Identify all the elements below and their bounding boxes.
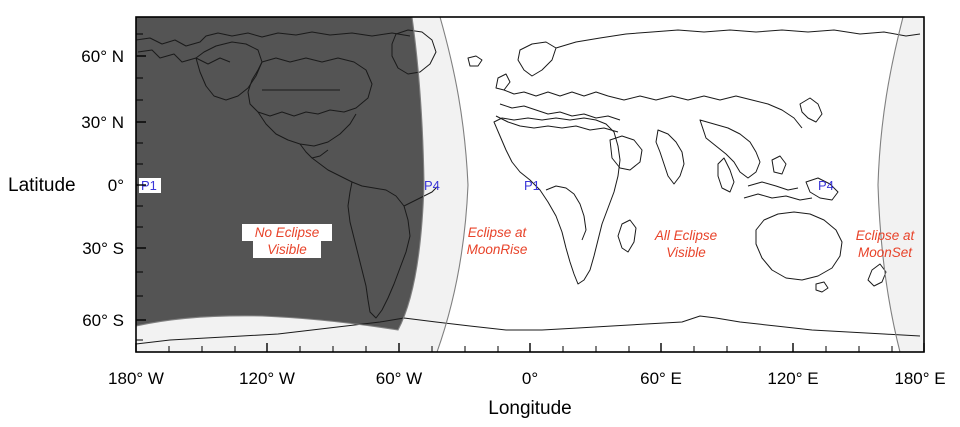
coastline-iceland bbox=[467, 55, 483, 67]
region-label-no-eclipse-line2: Visible bbox=[267, 242, 307, 257]
all-eclipse-visible-lens bbox=[437, 17, 903, 352]
coastline-brazil-ne bbox=[403, 185, 439, 207]
coastline-indochina bbox=[717, 157, 735, 193]
contact-labels-layer: P1 P4 P1 P4 bbox=[139, 178, 834, 193]
region-label-all-visible-line1: All Eclipse bbox=[654, 228, 717, 243]
coastline-philippines bbox=[771, 155, 787, 175]
y-axis-major-ticks bbox=[136, 55, 146, 321]
y-tick-label-1: 30° N bbox=[81, 113, 124, 132]
region-label-moonset-line1: Eclipse at bbox=[856, 228, 916, 243]
coastline-mediterranean-south bbox=[495, 115, 619, 133]
no-eclipse-label-box-2 bbox=[253, 241, 321, 258]
y-axis: 60° N 30° N 0° 30° S 60° S Latitude bbox=[8, 33, 146, 341]
y-axis-title: Latitude bbox=[8, 175, 76, 196]
x-axis: 180° W 120° W 60° W 0° 60° E 120° E 180°… bbox=[108, 343, 946, 419]
coastline-indonesia-south bbox=[743, 193, 813, 201]
coastline-japan bbox=[799, 97, 823, 123]
coastline-alaska bbox=[195, 41, 263, 101]
coastline-new-zealand bbox=[867, 263, 887, 287]
contact-label-p1-west: P1 bbox=[141, 178, 157, 193]
contact-label-p4-east: P4 bbox=[818, 178, 834, 193]
x-tick-label-2: 60° W bbox=[376, 369, 422, 388]
curve-p4-east bbox=[877, 17, 904, 352]
coastline-india bbox=[655, 129, 685, 185]
curve-p1-west bbox=[436, 17, 469, 352]
coastlines-layer bbox=[136, 29, 921, 345]
region-labels-layer: No Eclipse Visible Eclipse at MoonRise A… bbox=[242, 224, 916, 260]
coastline-tasmania bbox=[815, 281, 829, 293]
coastline-mediterranean-north bbox=[499, 103, 621, 121]
coastline-aleutians bbox=[137, 49, 231, 65]
x-tick-label-5: 120° E bbox=[767, 369, 818, 388]
x-axis-major-ticks bbox=[135, 343, 925, 352]
x-axis-minor-ticks bbox=[168, 346, 893, 352]
x-tick-label-4: 60° E bbox=[640, 369, 682, 388]
contact-label-p4-west: P4 bbox=[424, 178, 440, 193]
coastline-arabia bbox=[609, 135, 643, 171]
coastline-british-isles bbox=[495, 73, 511, 91]
coastline-asia-interior bbox=[607, 95, 803, 129]
no-eclipse-label-box-1 bbox=[242, 224, 332, 241]
coastline-africa bbox=[493, 117, 621, 285]
coastline-china-sea bbox=[699, 119, 761, 179]
curve-no-eclipse-boundary bbox=[136, 17, 425, 331]
region-no-eclipse-visible bbox=[136, 17, 424, 330]
x-tick-label-1: 120° W bbox=[239, 369, 295, 388]
y-tick-label-3: 30° S bbox=[82, 239, 124, 258]
coastline-europe-north bbox=[503, 89, 609, 97]
eclipse-limit-curves bbox=[136, 17, 904, 352]
y-tick-label-4: 60° S bbox=[82, 311, 124, 330]
region-label-all-visible-line2: Visible bbox=[666, 245, 706, 260]
region-label-moonset-line2: MoonSet bbox=[858, 245, 913, 260]
coastline-scandinavia bbox=[517, 41, 557, 77]
region-label-moonrise-line2: MoonRise bbox=[467, 242, 528, 257]
x-axis-title: Longitude bbox=[488, 398, 571, 419]
y-tick-label-2: 0° bbox=[108, 176, 124, 195]
y-axis-minor-ticks bbox=[136, 33, 143, 341]
x-tick-label-6: 180° E bbox=[894, 369, 945, 388]
contact-label-p1-east: P1 bbox=[524, 178, 540, 193]
coastline-canada bbox=[247, 57, 373, 117]
coastline-madagascar bbox=[617, 219, 637, 253]
coastline-horn-africa bbox=[545, 185, 587, 241]
coastline-siberia-north bbox=[555, 29, 921, 49]
region-label-moonrise-line1: Eclipse at bbox=[468, 225, 528, 240]
coastline-indonesia-north bbox=[747, 181, 799, 191]
coastline-usa-south bbox=[257, 111, 357, 147]
coastline-greenland bbox=[391, 29, 437, 75]
coastline-antarctica bbox=[136, 315, 921, 345]
x-tick-label-0: 180° W bbox=[108, 369, 164, 388]
coastline-australia bbox=[755, 211, 843, 281]
coastline-central-america bbox=[311, 157, 353, 183]
contact-p1-west-box bbox=[139, 178, 161, 193]
y-tick-label-0: 60° N bbox=[81, 47, 124, 66]
region-label-no-eclipse-line1: No Eclipse bbox=[255, 225, 320, 240]
map-plot-area: No Eclipse Visible Eclipse at MoonRise A… bbox=[135, 16, 925, 353]
x-tick-label-3: 0° bbox=[522, 369, 538, 388]
coastline-arctic-north bbox=[136, 31, 411, 47]
coastline-south-america bbox=[347, 181, 411, 319]
coastline-new-guinea bbox=[805, 177, 839, 201]
